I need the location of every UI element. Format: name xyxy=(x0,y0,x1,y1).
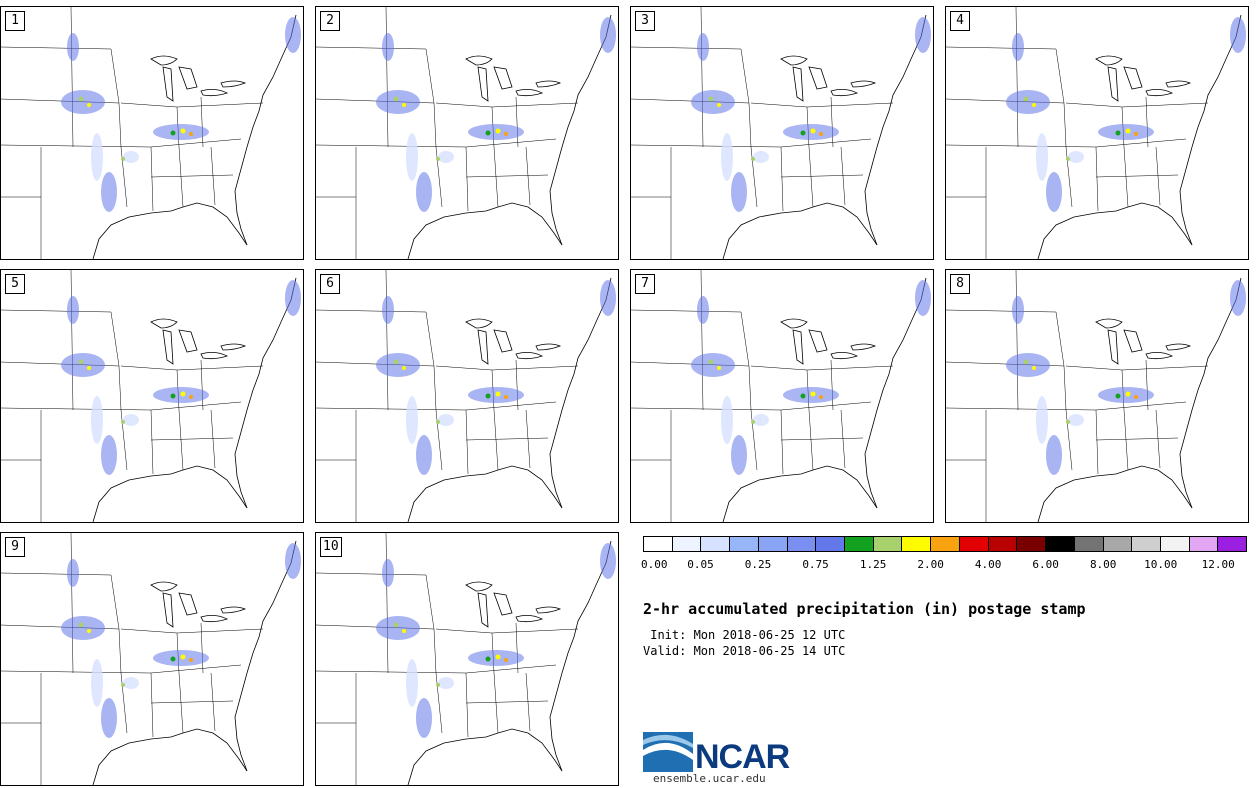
ncar-logo-icon xyxy=(643,732,693,772)
postage-stamp-panel: 8 xyxy=(945,269,1249,523)
colorbar-tick-label: 2.00 xyxy=(917,558,944,571)
postage-stamp-panel: 1 xyxy=(0,6,304,260)
colorbar-swatch xyxy=(816,537,846,551)
us-map xyxy=(946,270,1246,522)
colorbar-swatch xyxy=(730,537,759,551)
logo-url: ensemble.ucar.edu xyxy=(653,772,766,785)
colorbar-tick-label: 0.05 xyxy=(687,558,714,571)
colorbar-swatch xyxy=(845,537,874,551)
colorbar-swatch xyxy=(787,537,817,551)
member-label: 1 xyxy=(5,11,25,31)
member-label: 8 xyxy=(950,274,970,294)
colorbar-swatch xyxy=(931,537,960,551)
us-map xyxy=(1,270,301,522)
colorbar-tick-label: 8.00 xyxy=(1089,558,1117,571)
colorbar-tick-label: 6.00 xyxy=(1032,558,1059,571)
us-map xyxy=(946,7,1246,259)
colorbar-swatch xyxy=(1046,537,1075,551)
us-map xyxy=(631,270,931,522)
colorbar-swatch xyxy=(644,537,673,551)
colorbar-swatch xyxy=(1132,537,1161,551)
colorbar-ticks: 0.00 0.05 0.25 0.75 1.25 2.00 4.00 6.00 8.00 10.0… xyxy=(641,558,1247,572)
valid-time: Valid: Mon 2018-06-25 14 UTC xyxy=(643,644,846,658)
member-label: 9 xyxy=(5,537,25,557)
colorbar-swatch xyxy=(1218,537,1247,551)
init-time: Init: Mon 2018-06-25 12 UTC xyxy=(643,628,846,642)
colorbar-swatch xyxy=(1103,537,1133,551)
us-map xyxy=(316,270,616,522)
member-label: 2 xyxy=(320,11,340,31)
colorbar-tick-label: 0.25 xyxy=(744,558,772,571)
ncar-logo-text: NCAR xyxy=(695,738,790,776)
colorbar-swatch xyxy=(873,537,903,551)
colorbar-tick-label: 10.00 xyxy=(1144,558,1178,571)
us-map xyxy=(1,533,301,785)
colorbar-tick-label: 12.00 xyxy=(1201,558,1235,571)
colorbar-tick-label: 0.75 xyxy=(802,558,829,571)
precip-colorbar xyxy=(643,536,1247,552)
us-map xyxy=(316,7,616,259)
postage-stamp-panel: 6 xyxy=(315,269,619,523)
postage-stamp-panel: 3 xyxy=(630,6,934,260)
us-map xyxy=(316,533,616,785)
colorbar-swatch xyxy=(988,537,1018,551)
colorbar-swatch xyxy=(902,537,932,551)
postage-stamp-panel: 4 xyxy=(945,6,1249,260)
colorbar-swatch xyxy=(1017,537,1047,551)
member-label: 10 xyxy=(320,537,342,557)
member-label: 4 xyxy=(950,11,970,31)
colorbar-swatch xyxy=(1189,537,1219,551)
colorbar-tick-label: 1.25 xyxy=(859,558,887,571)
ncar-logo: NCAR ensemble.ucar.edu xyxy=(643,732,793,785)
member-label: 7 xyxy=(635,274,655,294)
colorbar-tick-label: 0.00 xyxy=(641,558,668,571)
colorbar-swatch xyxy=(701,537,731,551)
us-map xyxy=(1,7,301,259)
colorbar-swatch xyxy=(959,537,989,551)
member-label: 3 xyxy=(635,11,655,31)
postage-stamp-panel: 5 xyxy=(0,269,304,523)
postage-stamp-panel: 10 xyxy=(315,532,619,786)
member-label: 5 xyxy=(5,274,25,294)
postage-stamp-panel: 7 xyxy=(630,269,934,523)
colorbar-swatch xyxy=(1074,537,1104,551)
figure-title: 2-hr accumulated precipitation (in) post… xyxy=(643,600,1086,618)
us-map xyxy=(631,7,931,259)
colorbar-swatch xyxy=(672,537,702,551)
colorbar-swatch xyxy=(1160,537,1190,551)
postage-stamp-panel: 2 xyxy=(315,6,619,260)
colorbar-swatch xyxy=(758,537,788,551)
postage-stamp-panel: 9 xyxy=(0,532,304,786)
colorbar-tick-label: 4.00 xyxy=(974,558,1002,571)
member-label: 6 xyxy=(320,274,340,294)
